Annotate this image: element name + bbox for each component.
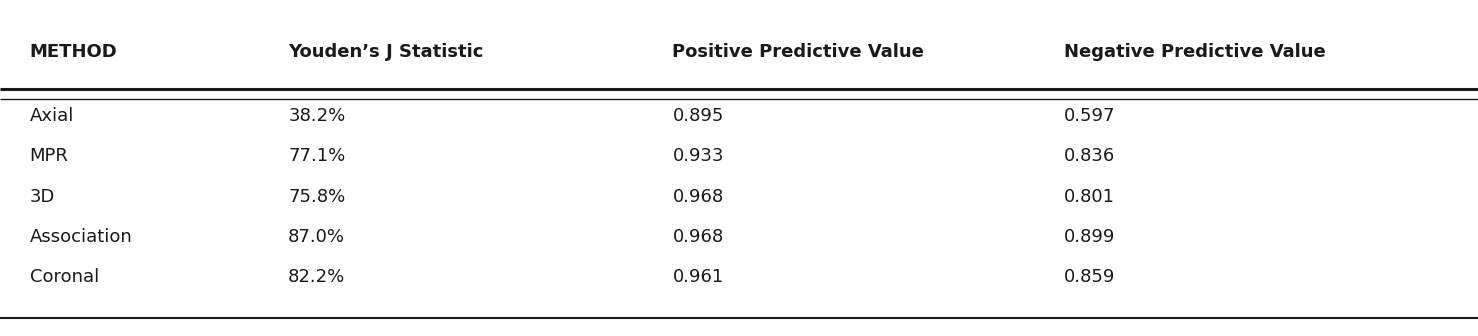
Text: 0.933: 0.933 bbox=[672, 147, 724, 165]
Text: 0.801: 0.801 bbox=[1064, 187, 1116, 206]
Text: 0.859: 0.859 bbox=[1064, 268, 1116, 286]
Text: 0.968: 0.968 bbox=[672, 187, 724, 206]
Text: Negative Predictive Value: Negative Predictive Value bbox=[1064, 43, 1326, 61]
Text: 3D: 3D bbox=[30, 187, 55, 206]
Text: Axial: Axial bbox=[30, 107, 74, 125]
Text: 82.2%: 82.2% bbox=[288, 268, 346, 286]
Text: 0.597: 0.597 bbox=[1064, 107, 1116, 125]
Text: Association: Association bbox=[30, 228, 133, 246]
Text: 0.836: 0.836 bbox=[1064, 147, 1116, 165]
Text: 75.8%: 75.8% bbox=[288, 187, 346, 206]
Text: 77.1%: 77.1% bbox=[288, 147, 346, 165]
Text: METHOD: METHOD bbox=[30, 43, 117, 61]
Text: Positive Predictive Value: Positive Predictive Value bbox=[672, 43, 924, 61]
Text: MPR: MPR bbox=[30, 147, 68, 165]
Text: 38.2%: 38.2% bbox=[288, 107, 346, 125]
Text: 0.961: 0.961 bbox=[672, 268, 724, 286]
Text: Youden’s J Statistic: Youden’s J Statistic bbox=[288, 43, 483, 61]
Text: 87.0%: 87.0% bbox=[288, 228, 346, 246]
Text: Coronal: Coronal bbox=[30, 268, 99, 286]
Text: 0.895: 0.895 bbox=[672, 107, 724, 125]
Text: 0.968: 0.968 bbox=[672, 228, 724, 246]
Text: 0.899: 0.899 bbox=[1064, 228, 1116, 246]
